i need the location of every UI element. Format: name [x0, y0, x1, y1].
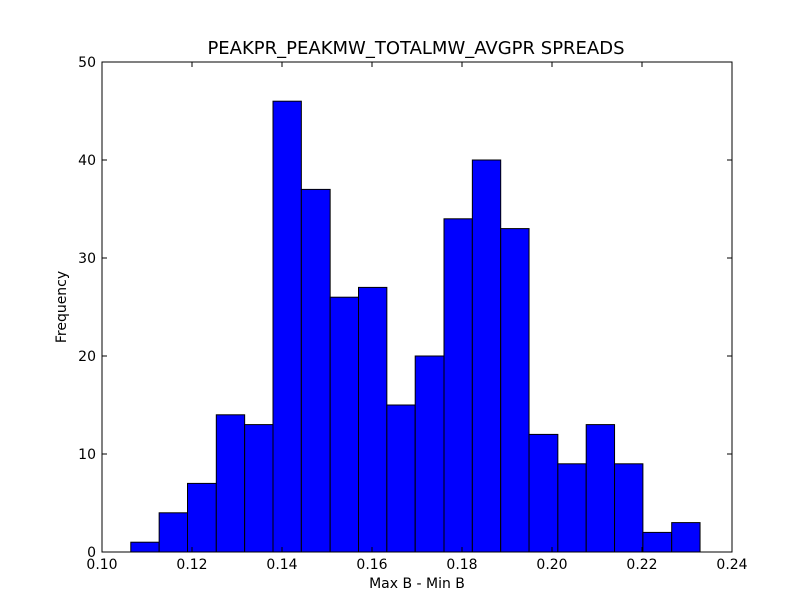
histogram-bar	[471, 159, 502, 553]
x-tick-label: 0.14	[266, 557, 297, 573]
y-tick-label: 50	[78, 55, 96, 71]
histogram-bar	[215, 414, 246, 553]
histogram-bar	[585, 424, 616, 553]
histogram-bar	[300, 188, 331, 553]
histogram-bar	[158, 512, 188, 553]
x-tick-label: 0.16	[356, 557, 387, 573]
histogram-bar	[272, 100, 302, 553]
histogram-bar	[614, 463, 644, 553]
histogram-bar	[443, 218, 473, 553]
y-tick-label: 40	[78, 153, 96, 169]
histogram-bar	[557, 463, 587, 553]
histogram-bar	[671, 522, 701, 553]
x-tick-label: 0.18	[446, 557, 477, 573]
histogram-bar	[386, 404, 416, 553]
plot-frame	[101, 61, 733, 553]
x-axis-label: Max B - Min B	[369, 576, 465, 592]
ticks-group: 0.10 0.12 0.14 0.16 0.18 0.20 0.22 0.24 0 10 20 30 4…	[78, 55, 748, 573]
histogram-bar	[642, 531, 673, 553]
histogram-bar	[500, 228, 530, 553]
x-tick-label: 0.24	[716, 557, 747, 573]
chart-title: PEAKPR_PEAKMW_TOTALMW_AVGPR SPREADS	[207, 38, 624, 59]
x-tick-label: 0.12	[176, 557, 207, 573]
y-tick-label: 10	[78, 447, 96, 463]
histogram-bar	[244, 424, 274, 553]
histogram-bar	[358, 286, 388, 553]
histogram-bar	[329, 296, 359, 553]
y-tick-label: 0	[87, 545, 96, 561]
histogram-bar	[187, 482, 217, 553]
x-tick-label: 0.22	[626, 557, 657, 573]
bars-group	[130, 100, 701, 553]
y-axis-label: Frequency	[54, 271, 70, 343]
histogram-bar	[528, 433, 559, 553]
y-tick-label: 20	[78, 349, 96, 365]
x-tick-label: 0.10	[86, 557, 117, 573]
histogram-bar	[130, 541, 160, 553]
x-tick-label: 0.20	[536, 557, 567, 573]
histogram-bar	[414, 355, 445, 553]
y-tick-label: 30	[78, 251, 96, 267]
